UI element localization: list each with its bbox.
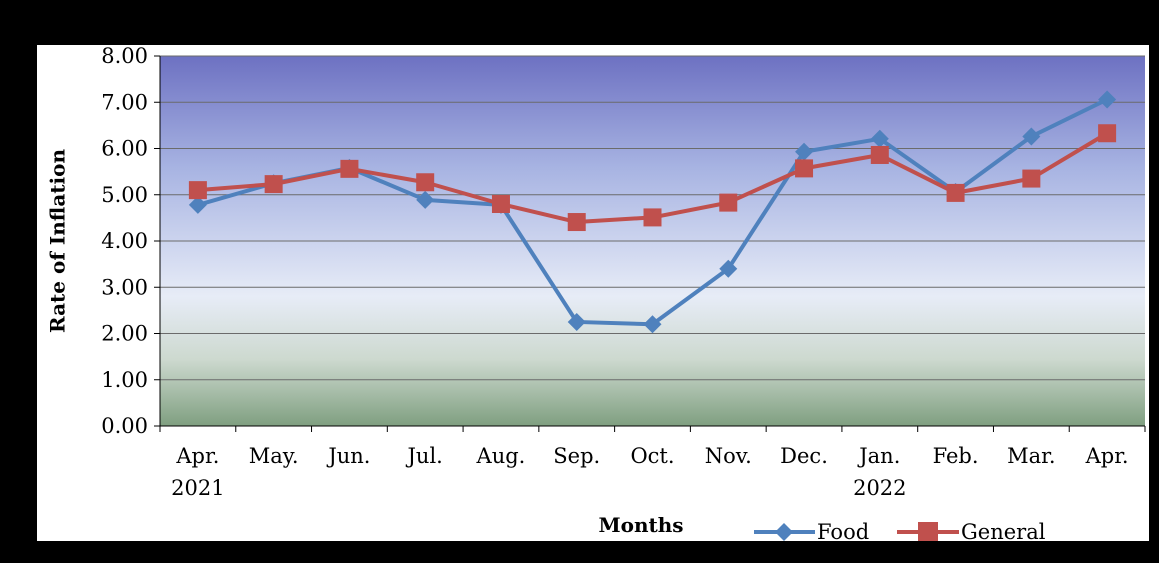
x-tick-labels: Apr. 2021 May. Jun. Jul. Aug. Sep. Oct. Nov. Dec.… xyxy=(171,444,1128,500)
data-point-food xyxy=(870,129,889,148)
data-point-general xyxy=(1022,169,1041,188)
data-point-food xyxy=(795,142,814,161)
y-tick-label: 7.00 xyxy=(101,90,148,114)
data-point-general xyxy=(719,193,738,212)
inflation-line-chart: 0.00 1.00 2.00 3.00 4.00 5.00 6.00 7.00 8.00 Apr… xyxy=(46,45,1146,541)
y-tick-label: 6.00 xyxy=(101,137,148,161)
x-tick-label: May. xyxy=(249,444,299,468)
y-tick-label: 8.00 xyxy=(101,45,148,68)
x-tick-label: Jul. xyxy=(406,444,443,468)
data-point-general xyxy=(1098,124,1117,143)
y-tick-labels: 0.00 1.00 2.00 3.00 4.00 5.00 6.00 7.00 8.00 xyxy=(101,45,148,438)
data-point-general xyxy=(416,173,435,192)
data-point-food xyxy=(567,312,586,331)
gridlines xyxy=(160,55,1145,381)
x-tick-label-year: 2021 xyxy=(171,476,224,500)
x-tick-label: Apr. xyxy=(175,444,219,468)
axes xyxy=(154,55,1146,432)
data-point-general xyxy=(264,175,283,194)
x-tick-label: Apr. xyxy=(1085,444,1129,468)
legend-food-marker xyxy=(775,523,793,541)
x-tick-label: Jan. xyxy=(857,444,900,468)
y-axis-title: Rate of Inflation xyxy=(46,149,70,333)
data-point-general xyxy=(795,159,814,178)
data-point-food xyxy=(1098,90,1117,109)
x-tick-label-year: 2022 xyxy=(853,476,906,500)
y-tick-label: 2.00 xyxy=(101,322,148,346)
series-general xyxy=(188,124,1117,232)
data-point-general xyxy=(946,183,965,202)
y-tick-label: 5.00 xyxy=(101,183,148,207)
data-point-general xyxy=(870,145,889,164)
y-tick-label: 4.00 xyxy=(101,229,148,253)
legend: Food General xyxy=(754,520,1046,541)
data-point-food xyxy=(188,195,207,214)
x-tick-label: Mar. xyxy=(1007,444,1055,468)
data-point-food xyxy=(416,190,435,209)
legend-general-label: General xyxy=(961,520,1046,541)
data-point-general xyxy=(188,181,207,200)
x-tick-label: Aug. xyxy=(476,444,526,468)
data-point-food xyxy=(719,259,738,278)
x-axis-title: Months xyxy=(598,513,683,537)
x-tick-label: Oct. xyxy=(630,444,674,468)
x-tick-label: Jun. xyxy=(326,444,370,468)
data-point-general xyxy=(567,213,586,232)
y-tick-label: 3.00 xyxy=(101,275,148,299)
legend-general-marker xyxy=(918,522,938,541)
x-tick-label: Dec. xyxy=(780,444,828,468)
x-tick-label: Nov. xyxy=(705,444,752,468)
data-point-food xyxy=(643,315,662,334)
data-point-general xyxy=(643,208,662,227)
data-point-general xyxy=(491,195,510,213)
data-point-food xyxy=(1022,127,1041,146)
x-tick-label: Feb. xyxy=(933,444,979,468)
series xyxy=(188,90,1117,334)
data-point-general xyxy=(340,159,359,178)
y-tick-label: 1.00 xyxy=(101,368,148,392)
chart-panel: 0.00 1.00 2.00 3.00 4.00 5.00 6.00 7.00 8.00 Apr… xyxy=(37,45,1149,541)
legend-food-label: Food xyxy=(817,520,869,541)
x-tick-label: Sep. xyxy=(553,444,600,468)
y-tick-label: 0.00 xyxy=(101,414,148,438)
